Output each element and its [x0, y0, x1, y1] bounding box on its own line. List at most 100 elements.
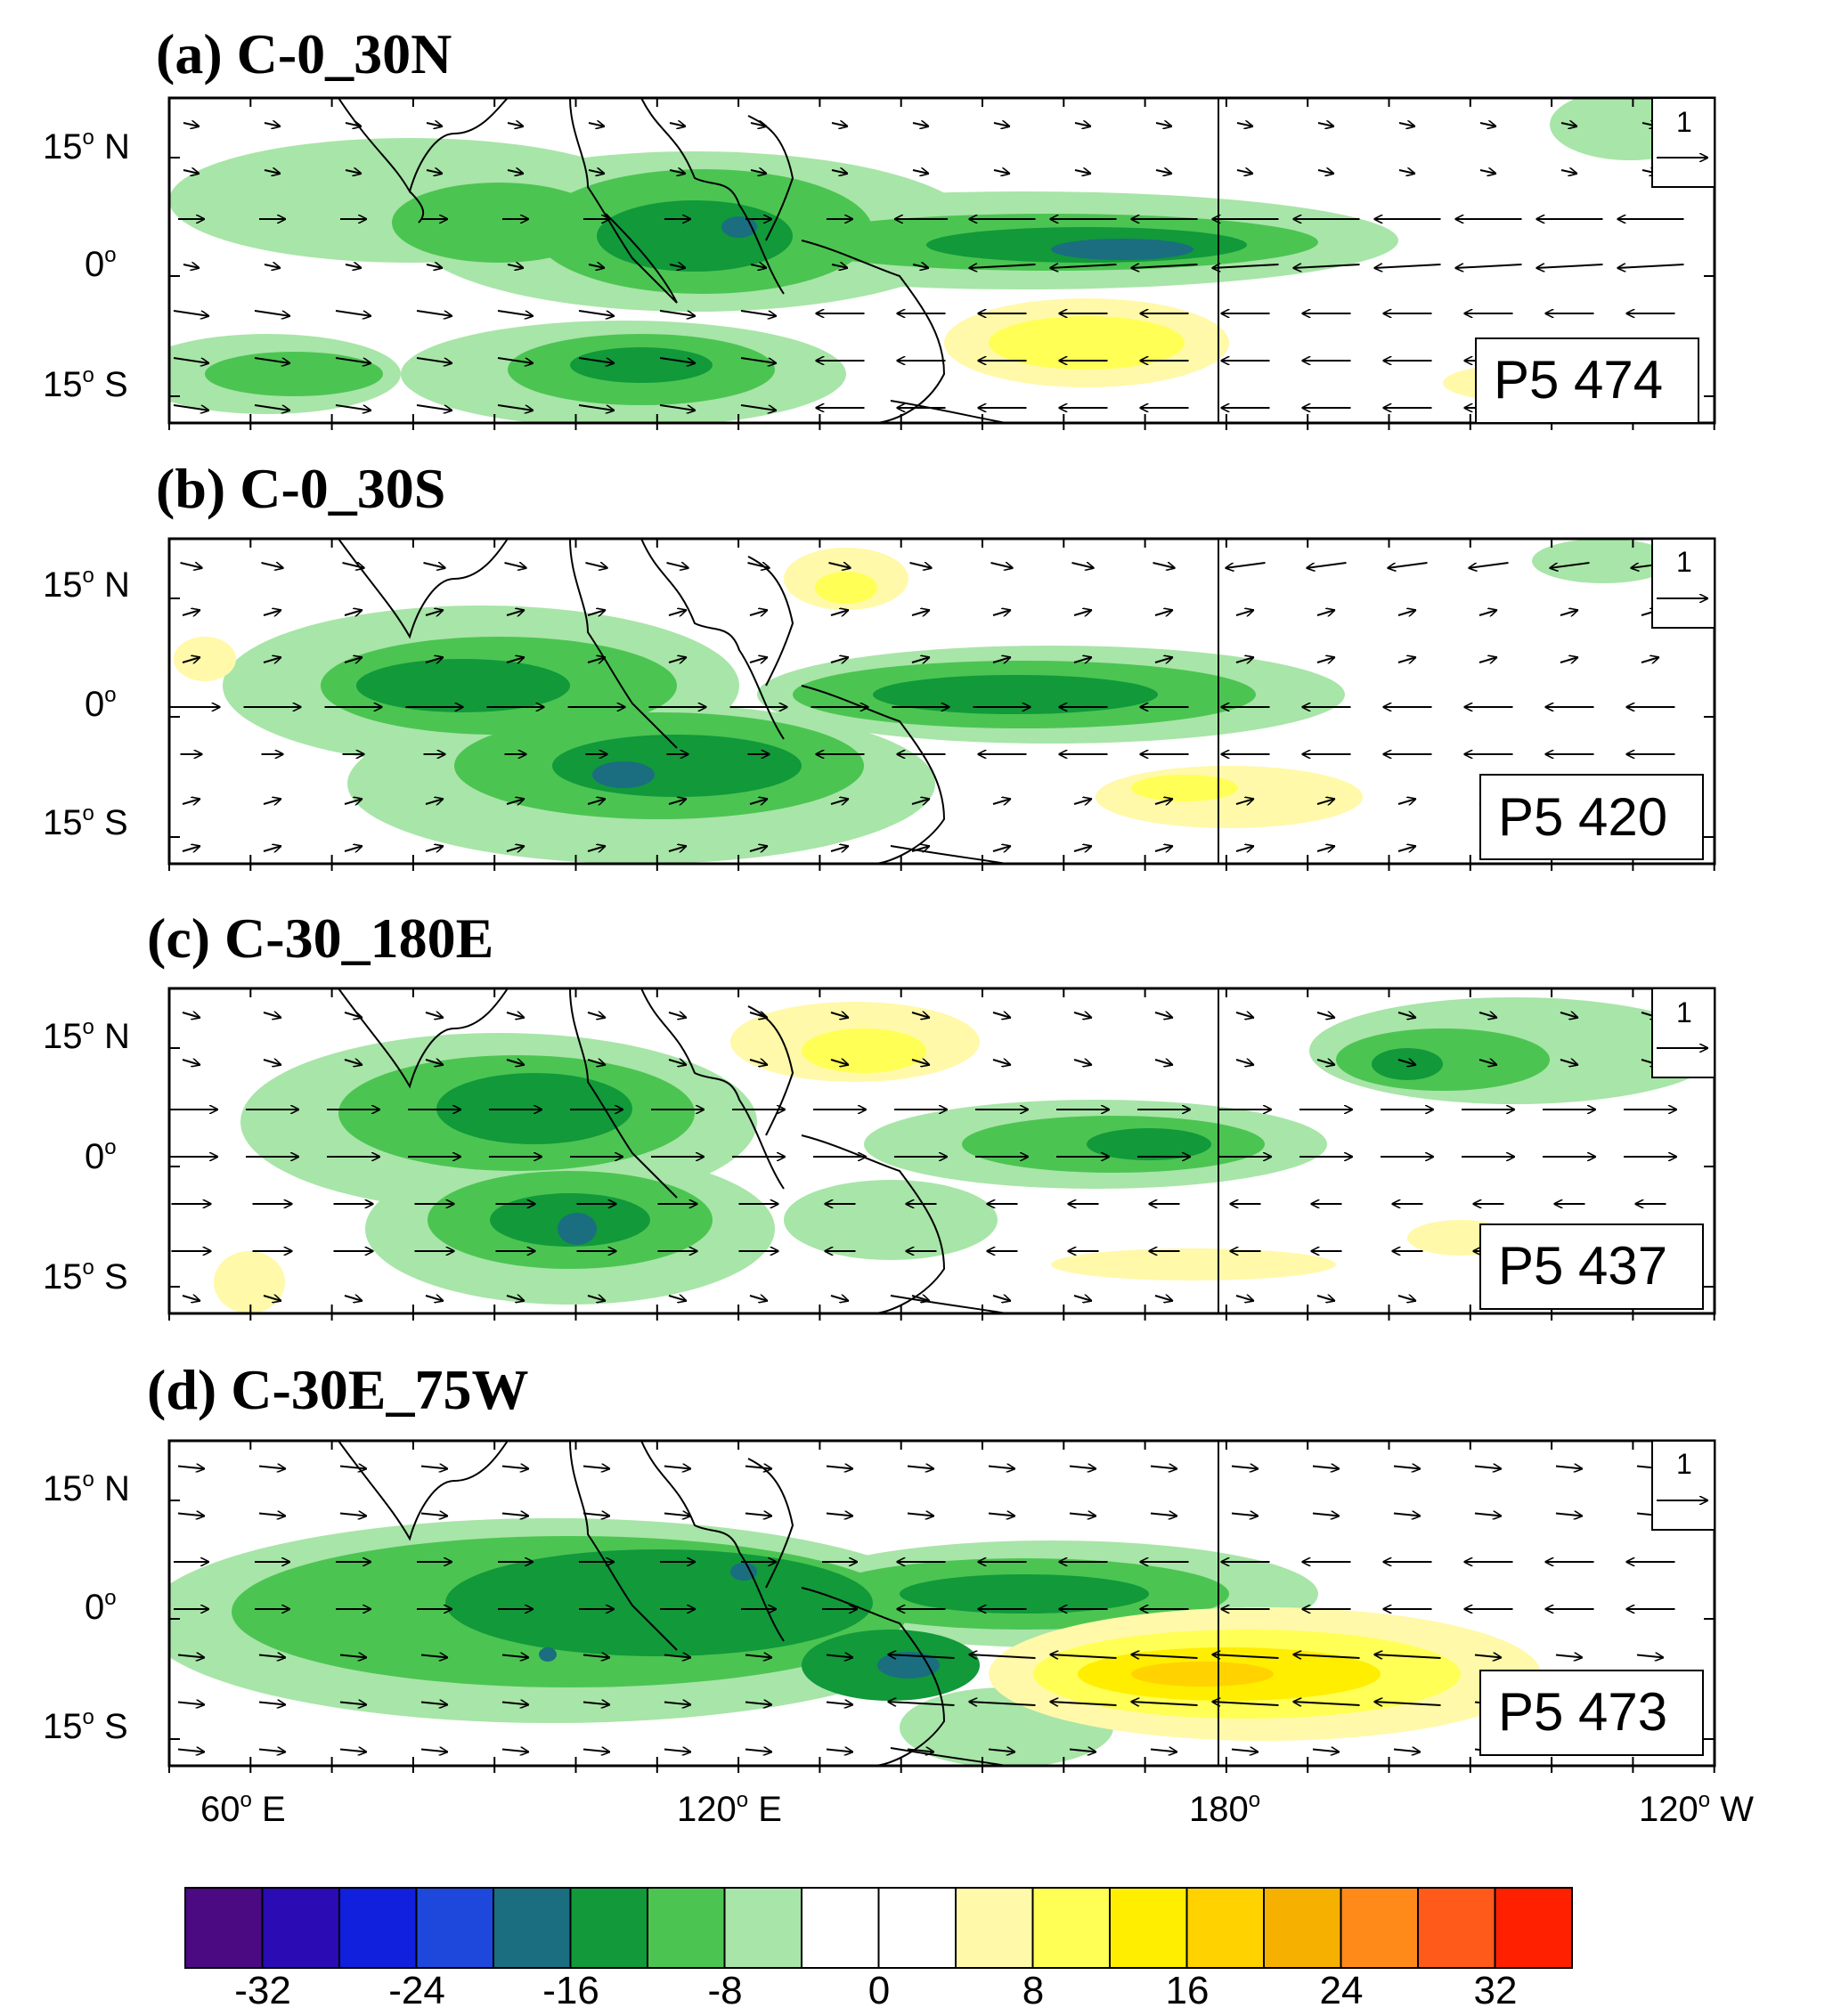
wind-vector: [1069, 1514, 1096, 1516]
wind-vector: [1479, 170, 1496, 174]
wind-vector: [740, 404, 777, 411]
wind-vector: [1074, 123, 1091, 126]
wind-vector: [826, 1703, 853, 1705]
wind-vector: [423, 563, 446, 568]
wind-vector: [506, 1012, 525, 1018]
wind-vector: [1397, 610, 1416, 615]
wind-vector: [1316, 799, 1335, 804]
panel-c: (c) C-30_180E: [43, 906, 1716, 1321]
wind-vector: [888, 1654, 955, 1658]
wind-vector: [173, 357, 209, 363]
wind-vector: [830, 610, 849, 615]
panel-d-shading: [169, 1518, 1541, 1766]
wind-vector: [339, 1514, 367, 1516]
wind-vector: [1212, 1654, 1279, 1658]
panel-a-lat-labels: 15o N 0o 15o S: [43, 126, 130, 404]
wind-vector: [1150, 1467, 1177, 1469]
wind-vector: [507, 264, 524, 268]
wind-vector: [1154, 846, 1173, 851]
wind-vector: [180, 563, 203, 568]
colorbar-swatch: [338, 1887, 418, 1969]
colorbar-swatch: [1109, 1887, 1188, 1969]
wind-vector: [1474, 1467, 1502, 1469]
wind-vector: [177, 1750, 205, 1752]
wind-vector: [907, 1467, 934, 1469]
wind-vector: [585, 563, 608, 568]
wind-vector: [750, 123, 767, 126]
wind-vector: [668, 799, 687, 804]
wind-vector: [1560, 1012, 1578, 1018]
wind-vector: [344, 1012, 362, 1018]
panel-a-field: [169, 98, 1710, 423]
wind-vector: [420, 1703, 448, 1705]
wind-vector: [344, 1296, 362, 1301]
wind-vector: [1074, 170, 1091, 174]
wind-vector: [911, 1296, 930, 1301]
wind-vector: [1560, 170, 1577, 174]
colorbar-swatch: [261, 1887, 340, 1969]
wind-vector: [416, 310, 452, 316]
wind-vector: [668, 610, 687, 615]
wind-vector: [345, 123, 362, 126]
wind-vector: [173, 310, 209, 316]
wind-vector: [1293, 264, 1360, 268]
wind-vector: [1073, 799, 1092, 804]
wind-vector: [1398, 123, 1415, 126]
wind-vector: [335, 357, 371, 363]
wind-vector: [578, 404, 615, 411]
panel-c-ticks: [168, 988, 1715, 1321]
colorbar-swatch: [493, 1887, 572, 1969]
wind-vector: [911, 1060, 930, 1065]
wind-vector: [1455, 264, 1522, 268]
svg-text:P5 420: P5 420: [1498, 787, 1667, 847]
wind-vector: [1131, 1654, 1198, 1658]
wind-vector: [335, 404, 371, 411]
wind-vector: [830, 657, 849, 663]
wind-vector: [344, 657, 362, 663]
panel-d-count-box: P5 473: [1479, 1670, 1704, 1756]
wind-vector: [497, 404, 534, 411]
wind-vector: [909, 563, 933, 568]
wind-vector: [988, 1750, 1015, 1752]
wind-vector: [263, 799, 281, 804]
svg-text:15o S: 15o S: [43, 363, 128, 404]
wind-vector: [344, 610, 362, 615]
svg-text:15o N: 15o N: [43, 1015, 130, 1056]
colorbar-tick: 16: [1166, 1969, 1210, 2012]
wind-vector: [1155, 170, 1172, 174]
wind-vector: [1560, 123, 1577, 126]
svg-text:P5 474: P5 474: [1494, 350, 1663, 410]
wind-vector: [254, 404, 290, 411]
wind-vector: [666, 563, 689, 568]
wind-vector: [264, 123, 281, 126]
wind-vector: [1231, 1750, 1259, 1752]
lat-label-15s: 15: [43, 365, 83, 404]
colorbar-tick: 24: [1320, 1969, 1364, 2012]
svg-text:0o: 0o: [85, 1586, 117, 1627]
wind-vector: [745, 1655, 772, 1658]
wind-vector: [183, 123, 200, 126]
wind-vector: [831, 170, 848, 174]
svg-text:1: 1: [1676, 996, 1692, 1028]
panel-d-field: [169, 1441, 1675, 1766]
wind-vector: [1073, 610, 1092, 615]
wind-vector: [993, 170, 1010, 174]
wind-vector: [173, 404, 209, 411]
wind-vector: [664, 1655, 691, 1658]
wind-vector: [740, 357, 777, 363]
wind-vector: [1560, 1060, 1578, 1065]
wind-vector: [587, 846, 606, 851]
wind-vector: [1316, 846, 1335, 851]
wind-vector: [261, 563, 284, 568]
wind-vector: [426, 170, 443, 174]
wind-vector: [1131, 264, 1198, 268]
wind-vector: [263, 846, 281, 851]
colorbar-tick: -32: [234, 1969, 291, 2012]
wind-vector: [988, 1514, 1015, 1516]
wind-vector: [1231, 1514, 1259, 1516]
wind-vector: [1236, 170, 1253, 174]
wind-vector: [263, 1012, 281, 1018]
panel-b-lat-labels: 15o N 0o 15o S: [43, 564, 130, 842]
wind-vector: [339, 1467, 367, 1469]
wind-vector: [912, 170, 929, 174]
